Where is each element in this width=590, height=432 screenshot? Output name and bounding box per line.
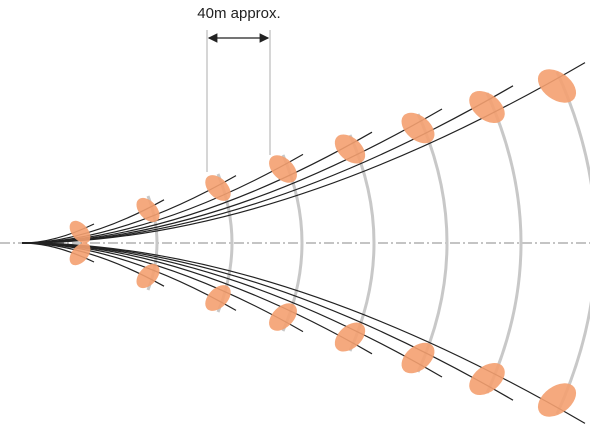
gray-arc xyxy=(416,113,449,373)
marker-ellipse xyxy=(269,303,297,331)
gray-arc xyxy=(485,92,523,394)
marker-ellipse xyxy=(401,342,435,374)
trajectory xyxy=(21,62,586,244)
marker-ellipse xyxy=(205,285,231,311)
marker-ellipse xyxy=(469,90,505,124)
marker-ellipse xyxy=(69,220,91,244)
marker-ellipse xyxy=(334,134,366,164)
trajectory xyxy=(21,242,514,401)
marker-ellipse xyxy=(136,197,160,223)
marker-ellipse xyxy=(469,362,505,396)
marker-ellipse xyxy=(136,263,160,289)
marker-ellipse xyxy=(205,175,231,201)
trajectory xyxy=(21,85,514,244)
gray-arc xyxy=(555,71,590,415)
marker-ellipse xyxy=(537,383,577,417)
marker-ellipse xyxy=(269,155,297,183)
marker-ellipse xyxy=(334,322,366,352)
trajectory xyxy=(21,242,586,424)
distance-label: 40m approx. xyxy=(197,5,280,22)
marker-ellipse xyxy=(69,242,91,266)
marker-ellipse xyxy=(401,112,435,144)
marker-ellipse xyxy=(537,69,577,103)
